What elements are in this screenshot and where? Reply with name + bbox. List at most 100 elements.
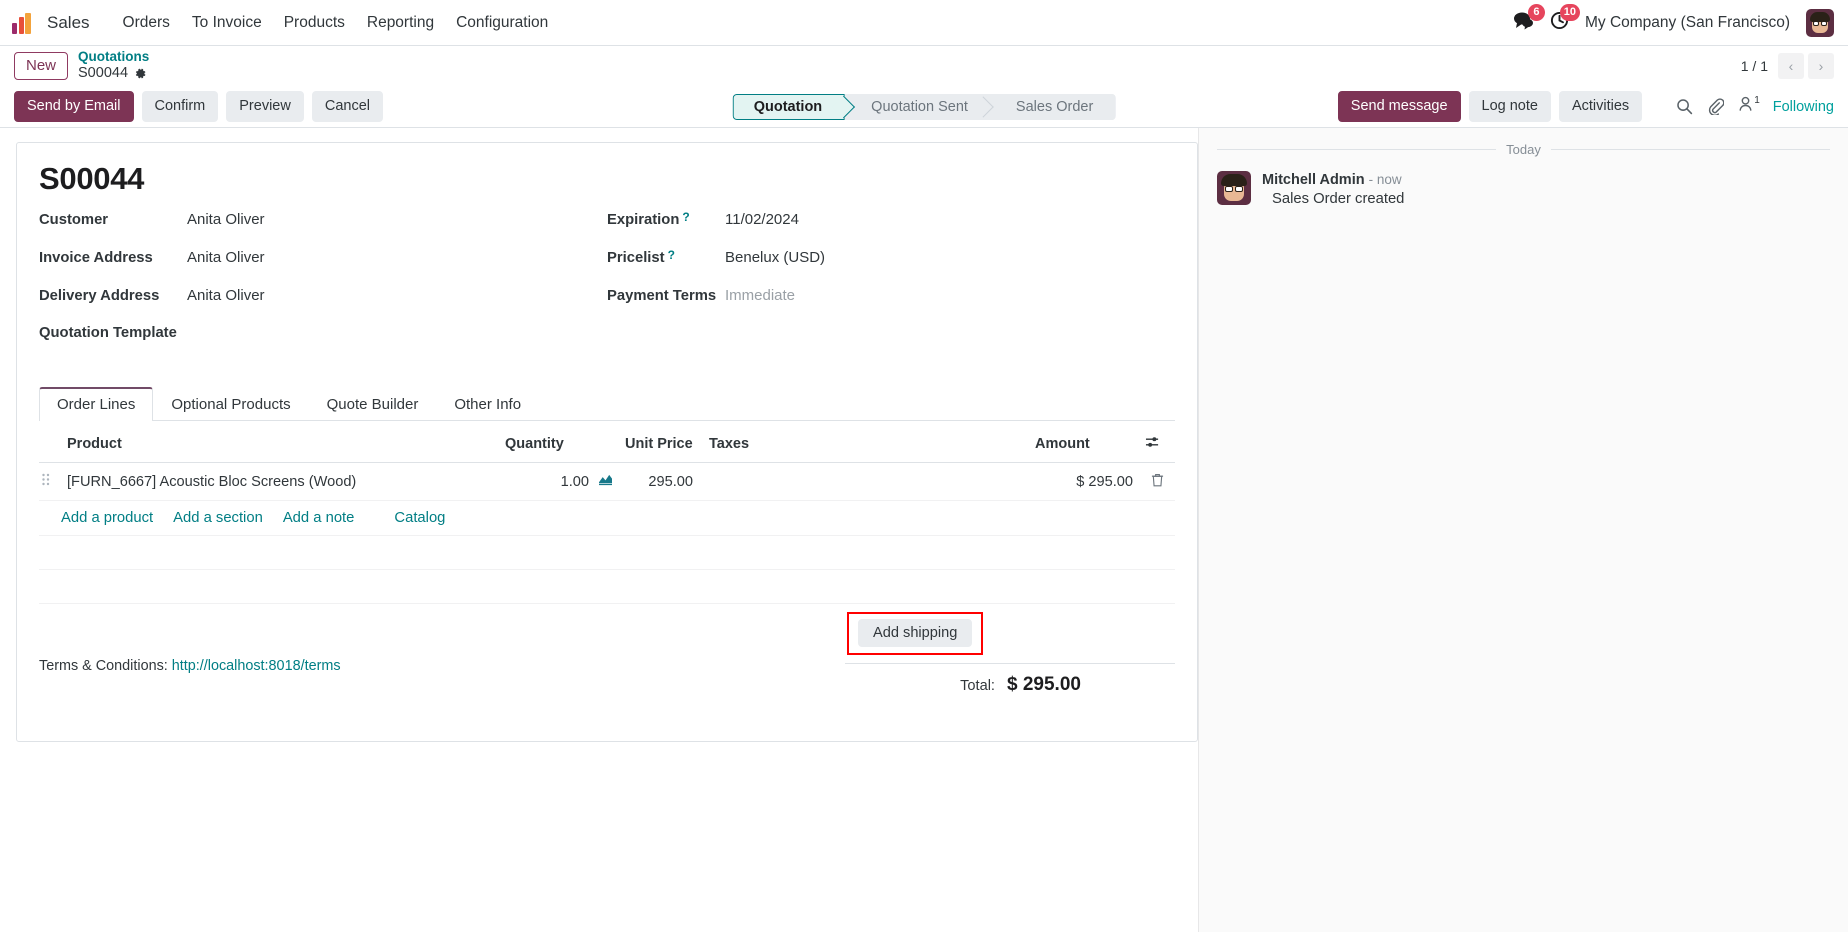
message-timestamp: - now <box>1368 172 1402 187</box>
activities-badge: 10 <box>1559 3 1580 21</box>
tab-order-lines[interactable]: Order Lines <box>39 387 154 421</box>
followers-button[interactable]: 1 <box>1738 95 1760 117</box>
follower-count: 1 <box>1754 95 1760 106</box>
fields-grid: Customer Anita Oliver Invoice Address An… <box>39 210 1175 363</box>
nav-item-reporting[interactable]: Reporting <box>366 13 435 31</box>
chatter-action-group: Send message Log note Activities <box>1337 91 1834 122</box>
chatter-day-divider: Today <box>1217 142 1830 157</box>
field-label-payment-terms: Payment Terms <box>607 288 725 304</box>
help-icon-expiration[interactable]: ? <box>682 210 690 224</box>
breadcrumb-parent-quotations[interactable]: Quotations <box>78 49 150 65</box>
tab-optional-products[interactable]: Optional Products <box>171 396 291 413</box>
cell-product[interactable]: [FURN_6667] Acoustic Bloc Screens (Wood) <box>61 462 499 501</box>
catalog-link[interactable]: Catalog <box>394 510 446 526</box>
add-a-section-link[interactable]: Add a section <box>173 510 263 526</box>
record-name-label: S00044 <box>78 65 129 82</box>
confirm-button[interactable]: Confirm <box>141 91 219 122</box>
cancel-button[interactable]: Cancel <box>311 91 383 122</box>
nav-item-configuration[interactable]: Configuration <box>456 13 549 31</box>
order-lines-header: Product Quantity Unit Price Taxes Amount <box>39 427 1175 463</box>
following-status[interactable]: Following <box>1772 98 1834 115</box>
delete-line-button[interactable] <box>1139 462 1175 501</box>
person-icon <box>1738 96 1753 117</box>
field-invoice-address: Invoice Address Anita Oliver <box>39 249 607 287</box>
nav-item-orders[interactable]: Orders <box>122 13 170 31</box>
cell-unit-price[interactable]: 295.00 <box>619 462 699 501</box>
field-label-expiration: Expiration ? <box>607 210 725 228</box>
terms-link[interactable]: http://localhost:8018/terms <box>171 658 341 674</box>
order-lines-table: Product Quantity Unit Price Taxes Amount <box>39 427 1175 604</box>
tab-other-info[interactable]: Other Info <box>454 396 522 413</box>
content-area: S00044 Customer Anita Oliver Invoice Add… <box>0 128 1848 932</box>
chatter-message: Mitchell Admin - now Sales Order created <box>1217 171 1830 207</box>
nav-app-name[interactable]: Sales <box>47 12 90 32</box>
preview-button[interactable]: Preview <box>226 91 304 122</box>
new-button[interactable]: New <box>14 51 69 81</box>
odoo-logo-icon[interactable] <box>12 12 36 34</box>
navbar-right-group: 6 10 My Company (San Francisco) <box>1513 3 1834 37</box>
field-delivery-address: Delivery Address Anita Oliver <box>39 287 607 325</box>
cell-taxes[interactable] <box>699 462 1029 501</box>
optional-columns-toggle[interactable] <box>1139 427 1175 463</box>
table-row[interactable]: [FURN_6667] Acoustic Bloc Screens (Wood)… <box>39 462 1175 501</box>
company-switcher[interactable]: My Company (San Francisco) <box>1584 13 1790 31</box>
send-by-email-button[interactable]: Send by Email <box>14 91 134 122</box>
tab-quote-builder[interactable]: Quote Builder <box>326 396 419 413</box>
add-a-product-link[interactable]: Add a product <box>61 510 154 526</box>
forecast-chart-icon[interactable] <box>598 473 613 490</box>
field-value-pricelist[interactable]: Benelux (USD) <box>725 249 826 266</box>
field-pricelist: Pricelist ? Benelux (USD) <box>607 248 1175 287</box>
field-value-invoice-address[interactable]: Anita Oliver <box>187 249 265 266</box>
message-author-avatar[interactable] <box>1217 171 1251 205</box>
col-quantity: Quantity <box>499 427 619 463</box>
message-author[interactable]: Mitchell Admin <box>1262 172 1365 188</box>
row-drag-handle[interactable] <box>39 462 61 501</box>
cell-quantity[interactable]: 1.00 <box>499 462 619 501</box>
col-drag-handle <box>39 427 61 463</box>
table-header-row: Product Quantity Unit Price Taxes Amount <box>39 427 1175 463</box>
add-line-cell: Add a product Add a section Add a note C… <box>39 500 1175 536</box>
message-header: Mitchell Admin - now <box>1262 172 1404 188</box>
add-a-note-link[interactable]: Add a note <box>282 510 355 526</box>
add-line-links: Add a product Add a section Add a note C… <box>45 510 1169 526</box>
pager-previous-button[interactable]: ‹ <box>1778 53 1804 79</box>
field-label-quotation-template: Quotation Template <box>39 325 177 341</box>
log-note-button[interactable]: Log note <box>1468 91 1551 122</box>
nav-item-to-invoice[interactable]: To Invoice <box>191 13 262 31</box>
field-label-pricelist-text: Pricelist <box>607 250 665 266</box>
field-value-customer[interactable]: Anita Oliver <box>187 211 265 228</box>
nav-item-products[interactable]: Products <box>283 13 345 31</box>
col-product: Product <box>61 427 499 463</box>
gear-icon[interactable] <box>134 67 147 80</box>
form-area: S00044 Customer Anita Oliver Invoice Add… <box>0 128 1198 932</box>
help-icon-pricelist[interactable]: ? <box>667 248 675 262</box>
form-sheet: S00044 Customer Anita Oliver Invoice Add… <box>16 142 1198 742</box>
quantity-wrapper: 1.00 <box>561 473 613 490</box>
field-quotation-template: Quotation Template <box>39 325 607 363</box>
totals-block: Add shipping Total: $ 295.00 <box>39 604 1175 702</box>
pager-next-button[interactable]: › <box>1808 53 1834 79</box>
field-value-delivery-address[interactable]: Anita Oliver <box>187 287 265 304</box>
field-value-expiration[interactable]: 11/02/2024 <box>725 211 799 228</box>
status-step-quotation-sent[interactable]: Quotation Sent <box>845 93 990 120</box>
activities-button-chatter[interactable]: Activities <box>1558 91 1643 122</box>
top-navbar: Sales Orders To Invoice Products Reporti… <box>0 0 1848 46</box>
highlight-annotation: Add shipping <box>847 612 984 655</box>
user-avatar[interactable] <box>1806 8 1834 37</box>
field-value-payment-terms[interactable]: Immediate <box>725 287 796 304</box>
field-payment-terms: Payment Terms Immediate <box>607 287 1175 325</box>
col-unit-price: Unit Price <box>619 427 699 463</box>
messages-button[interactable]: 6 <box>1513 3 1545 35</box>
chatter-panel: Today Mitchell Admin - now Sales Order c… <box>1198 128 1848 932</box>
breadcrumb: Quotations S00044 <box>78 49 149 82</box>
status-step-sales-order[interactable]: Sales Order <box>989 93 1116 120</box>
breadcrumb-bar: New Quotations S00044 1 / 1 ‹ › <box>0 46 1848 86</box>
add-shipping-button[interactable]: Add shipping <box>858 619 973 647</box>
pager: 1 / 1 ‹ › <box>1741 53 1834 79</box>
add-line-row: Add a product Add a section Add a note C… <box>39 500 1175 536</box>
activities-button[interactable]: 10 <box>1550 3 1580 35</box>
search-icon[interactable] <box>1676 98 1693 115</box>
paperclip-icon[interactable] <box>1707 98 1725 115</box>
status-step-quotation[interactable]: Quotation <box>732 93 846 120</box>
send-message-button[interactable]: Send message <box>1337 91 1461 122</box>
